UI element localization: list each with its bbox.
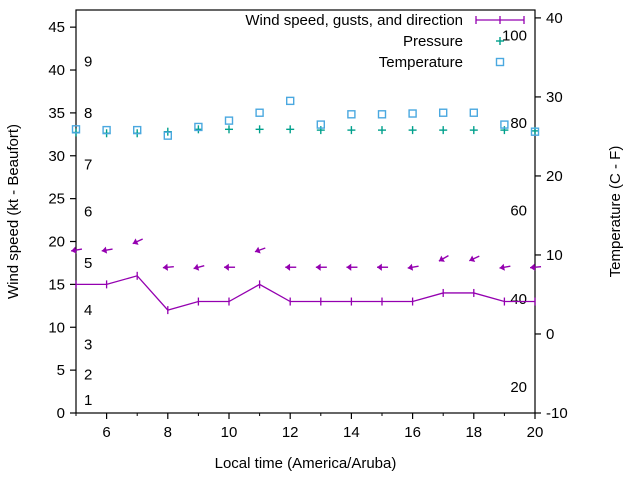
temperature-marker	[163, 131, 173, 140]
temperature-marker	[500, 120, 509, 129]
right-axis-tick-label: 20	[546, 168, 563, 185]
y-axis-right-title: Temperature (C - F)	[607, 146, 624, 278]
temperature-marker	[132, 125, 142, 135]
wind-direction-arrow	[530, 263, 542, 271]
beaufort-scale-label: 5	[84, 255, 92, 272]
wind-direction-arrow	[499, 263, 511, 271]
temperature-marker	[439, 108, 448, 117]
x-axis-tick-label: 10	[221, 424, 238, 441]
wind-speed-line	[76, 275, 535, 311]
left-axis-tick-label: 20	[48, 234, 65, 251]
pressure-marker	[286, 125, 295, 134]
beaufort-scale-label: 4	[84, 302, 92, 319]
temperature-marker	[224, 116, 234, 125]
pressure-marker	[408, 126, 417, 135]
beaufort-scale-label: 3	[84, 336, 92, 353]
temperature-marker	[194, 122, 203, 132]
right-axis-tick-label: 40	[546, 10, 563, 27]
x-axis-tick-label: 20	[527, 424, 544, 441]
fahrenheit-scale-label: 100	[502, 27, 527, 44]
wind-direction-arrow	[101, 246, 113, 254]
left-axis-tick-label: 45	[48, 19, 65, 36]
wind-direction-arrow	[162, 263, 174, 271]
x-axis-tick-label: 14	[343, 424, 360, 441]
wind-direction-arrow	[193, 263, 205, 271]
right-axis-tick-label: 10	[546, 247, 563, 264]
pressure-marker	[378, 126, 386, 135]
wind-direction-arrow	[254, 246, 266, 254]
beaufort-scale-label: 7	[84, 156, 92, 173]
temperature-marker	[316, 120, 325, 129]
wind-direction-arrow	[438, 255, 449, 262]
wind-direction-arrow	[377, 263, 389, 271]
right-axis-tick-label: 30	[546, 89, 563, 106]
left-axis-tick-label: 5	[57, 362, 65, 379]
left-axis-tick-label: 0	[57, 405, 65, 422]
wind-direction-arrow	[315, 263, 327, 271]
pressure-marker	[439, 126, 448, 135]
temperature-marker	[286, 96, 295, 106]
fahrenheit-scale-label: 40	[510, 291, 527, 308]
beaufort-scale-label: 1	[84, 392, 92, 409]
temperature-marker	[530, 127, 540, 136]
beaufort-scale-label: 2	[84, 366, 92, 383]
left-axis-tick-label: 30	[48, 148, 65, 165]
temperature-marker	[377, 110, 387, 119]
wind-direction-arrow	[71, 246, 83, 254]
legend-label-2: Temperature	[379, 54, 463, 71]
pressure-marker	[194, 125, 203, 134]
pressure-marker	[500, 126, 509, 135]
x-axis-tick-label: 18	[465, 424, 482, 441]
left-axis-tick-label: 10	[48, 319, 65, 336]
left-axis-tick-label: 40	[48, 62, 65, 79]
pressure-marker	[347, 126, 356, 135]
temperature-marker	[71, 125, 81, 134]
beaufort-scale-label: 9	[84, 53, 92, 70]
left-axis-tick-label: 15	[48, 276, 65, 293]
temperature-marker	[347, 110, 356, 119]
legend-label-0: Wind speed, gusts, and direction	[245, 12, 463, 29]
beaufort-scale-label: 8	[84, 105, 92, 122]
wind-direction-arrow	[407, 263, 419, 271]
pressure-marker	[225, 125, 233, 134]
temperature-marker	[255, 108, 264, 117]
x-axis-title: Local time (America/Aruba)	[215, 455, 397, 472]
left-axis-tick-label: 35	[48, 105, 65, 122]
wind-direction-arrow	[346, 263, 358, 271]
wind-direction-arrow	[224, 263, 236, 271]
left-axis-tick-label: 25	[48, 191, 65, 208]
x-axis-tick-label: 12	[282, 424, 299, 441]
x-axis-tick-label: 8	[164, 424, 172, 441]
fahrenheit-scale-label: 60	[510, 203, 527, 220]
right-axis-tick-label: 0	[546, 326, 554, 343]
plot-border	[75, 9, 536, 414]
temperature-marker	[102, 125, 111, 135]
legend-marker-temperature	[495, 57, 505, 67]
pressure-marker	[316, 126, 325, 135]
fahrenheit-scale-label: 80	[510, 115, 527, 132]
x-axis-tick-label: 16	[404, 424, 421, 441]
fahrenheit-scale-label: 20	[510, 379, 527, 396]
wind-direction-arrow	[469, 255, 480, 262]
temperature-marker	[408, 109, 417, 118]
temperature-marker	[469, 108, 478, 117]
wind-direction-arrow	[285, 263, 297, 271]
y-axis-left-title: Wind speed (kt - Beaufort)	[5, 124, 22, 299]
pressure-marker	[469, 126, 478, 135]
beaufort-scale-label: 6	[84, 204, 92, 221]
wind-direction-arrow	[132, 238, 143, 245]
right-axis-tick-label: -10	[546, 405, 568, 422]
x-axis-tick-label: 6	[102, 424, 110, 441]
legend-label-1: Pressure	[403, 33, 463, 50]
pressure-marker	[255, 125, 264, 134]
